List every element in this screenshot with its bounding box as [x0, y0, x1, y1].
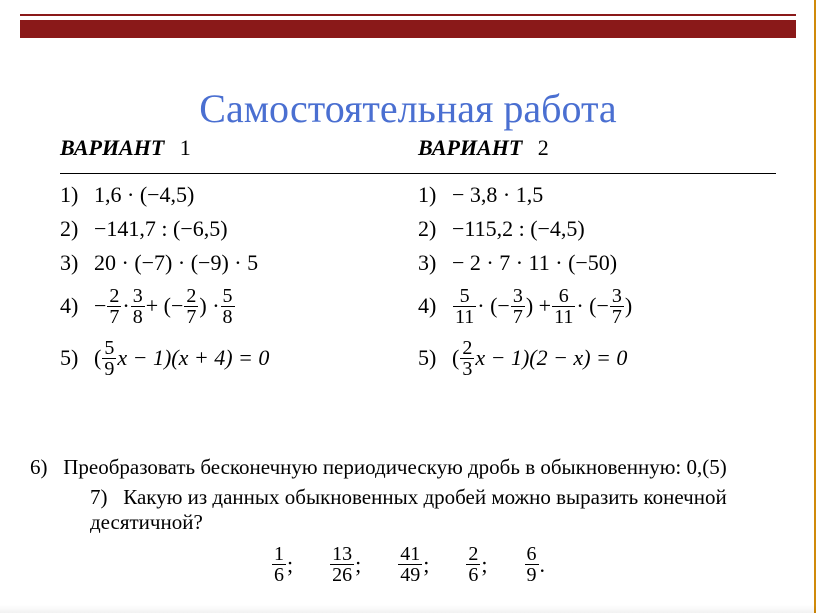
- page-title: Самостоятельная работа: [0, 85, 816, 132]
- v2-row-3: 3) − 2 · 7 · 11 · (−50): [418, 248, 776, 278]
- variant-1: ВАРИАНТ 1 1) 1,6 · (−4,5) 2) −141,7 : (−…: [60, 135, 418, 386]
- v2-row-1: 1) − 3,8 · 1,5: [418, 180, 776, 210]
- fraction: 26;: [465, 544, 487, 585]
- fraction: 1326;: [329, 544, 361, 585]
- variant-2-head: ВАРИАНТ 2: [418, 135, 776, 163]
- variant-1-head: ВАРИАНТ 1: [60, 135, 418, 163]
- question-6: 6) Преобразовать бесконечную периодическ…: [30, 455, 776, 480]
- question-7-fractions: 16; 1326; 4149; 26; 69.: [0, 540, 816, 585]
- v2-row-4: 4) 511 · (− 37 ) + 611 · (− 37 ): [418, 282, 776, 330]
- v1-row-3: 3) 20 · (−7) · (−9) · 5: [60, 248, 418, 278]
- question-7: 7) Какую из данных обыкновенных дробей м…: [90, 485, 776, 535]
- v1-row-5: 5) ( 59 x − 1)(x + 4) = 0: [60, 334, 418, 382]
- bottom-shadow: [0, 605, 816, 613]
- v1-row-2: 2) −141,7 : (−6,5): [60, 214, 418, 244]
- variant-label: ВАРИАНТ: [60, 135, 164, 160]
- v2-row-2: 2) −115,2 : (−4,5): [418, 214, 776, 244]
- v1-row-1: 1) 1,6 · (−4,5): [60, 180, 418, 210]
- variant-2: ВАРИАНТ 2 1) − 3,8 · 1,5 2) −115,2 : (−4…: [418, 135, 776, 386]
- variant-1-num: 1: [180, 135, 191, 160]
- v2-row-5: 5) ( 23 x − 1)(2 − x) = 0: [418, 334, 776, 382]
- columns: ВАРИАНТ 1 1) 1,6 · (−4,5) 2) −141,7 : (−…: [60, 135, 776, 386]
- slide: Самостоятельная работа ВАРИАНТ 1 1) 1,6 …: [0, 0, 816, 613]
- fraction: 4149;: [397, 544, 429, 585]
- variant-label: ВАРИАНТ: [418, 135, 522, 160]
- fraction: 16;: [271, 544, 293, 585]
- v1-row-4: 4) − 27 · 38 + (− 27 ) · 58: [60, 282, 418, 330]
- variant-2-num: 2: [538, 135, 549, 160]
- fraction: 69.: [524, 544, 546, 585]
- top-border: [20, 14, 796, 44]
